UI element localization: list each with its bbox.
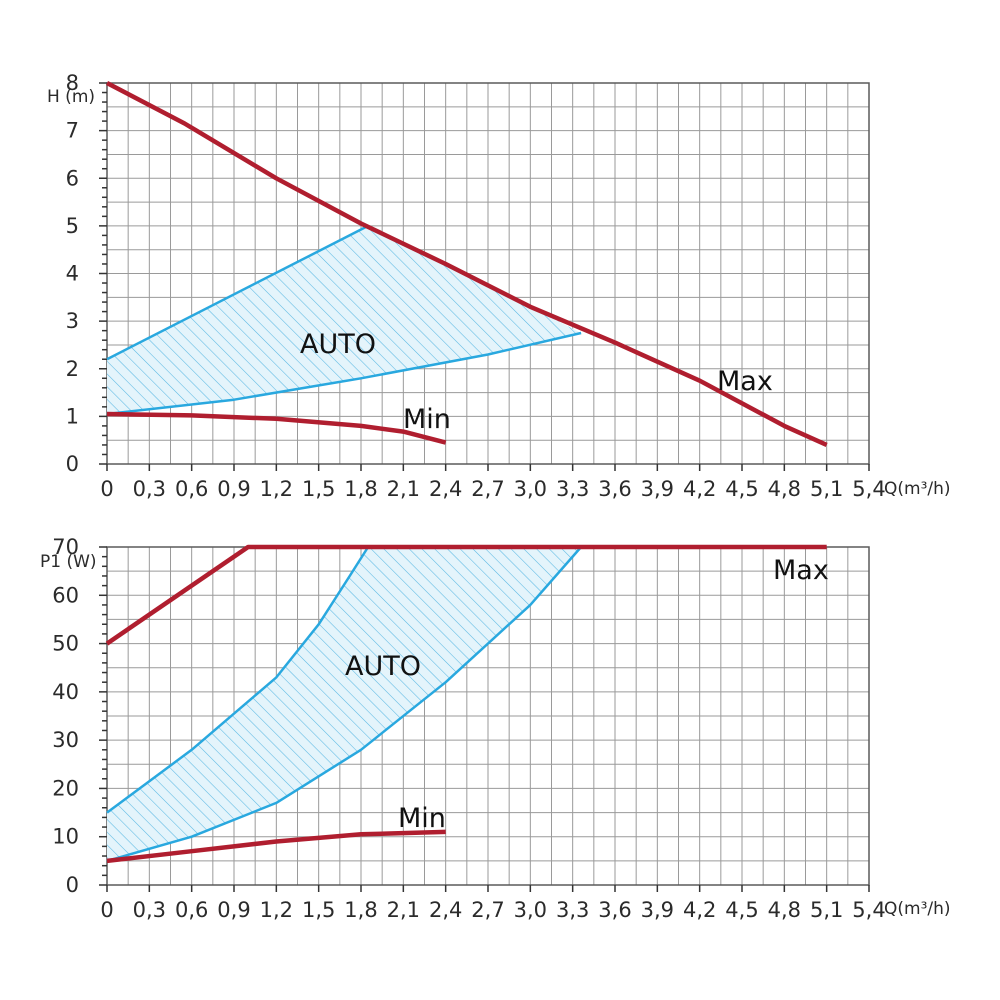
y-tick-label: 0	[66, 873, 79, 897]
grid	[106, 82, 870, 465]
y-tick-label: 1	[66, 404, 79, 428]
max-label: Max	[717, 366, 773, 397]
x-tick-label: 3,9	[641, 477, 674, 501]
x-tick-label: 5,1	[810, 898, 843, 922]
y-tick-label: 0	[66, 452, 79, 476]
x-tick-label: 4,5	[725, 477, 758, 501]
x-tick-label: 1,2	[260, 477, 293, 501]
x-tick-label: 3,0	[514, 898, 547, 922]
x-axis-label: Q(m³/h)	[884, 899, 951, 919]
y-tick-label: 4	[66, 262, 79, 286]
max-curve	[105, 81, 828, 447]
x-tick-label: 0,9	[217, 477, 250, 501]
x-tick-label: 5,1	[810, 477, 843, 501]
x-tick-label: 1,5	[302, 477, 335, 501]
y-tick-label: 60	[52, 583, 79, 607]
x-tick-label: 3,6	[598, 477, 631, 501]
x-tick-label: 2,7	[471, 898, 504, 922]
x-tick-label: 3,3	[556, 477, 589, 501]
y-tick-label: 20	[52, 776, 79, 800]
y-axis-label: P1 (W)	[40, 552, 97, 572]
y-tick-label: 7	[66, 119, 79, 143]
auto-lower-curve	[106, 331, 582, 416]
x-tick-label: 4,5	[725, 898, 758, 922]
x-axis-label: Q(m³/h)	[884, 479, 951, 499]
x-tick-label: 1,8	[344, 898, 377, 922]
grid	[106, 546, 870, 886]
x-tick-label: 1,5	[302, 898, 335, 922]
y-tick-label: 50	[52, 632, 79, 656]
y-tick-label: 70	[52, 535, 79, 559]
x-tick-label: 3,6	[598, 898, 631, 922]
y-axis-label: H (m)	[47, 87, 95, 107]
auto-lower-curve	[106, 546, 583, 863]
x-tick-label: 2,1	[387, 477, 420, 501]
x-tick-label: 0,3	[133, 477, 166, 501]
max-curve	[105, 544, 827, 646]
x-tick-label: 4,2	[683, 477, 716, 501]
x-tick-label: 3,9	[641, 898, 674, 922]
x-tick-label: 4,8	[768, 898, 801, 922]
x-tick-label: 5,4	[852, 477, 885, 501]
y-tick-label: 30	[52, 728, 79, 752]
x-tick-label: 1,8	[344, 477, 377, 501]
auto-range-area	[107, 547, 582, 861]
auto-upper-curve	[106, 546, 370, 814]
y-tick-label: 3	[66, 309, 79, 333]
x-tick-label: 3,0	[514, 477, 547, 501]
x-tick-label: 0	[100, 477, 113, 501]
x-tick-label: 0,3	[133, 898, 166, 922]
x-tick-label: 4,8	[768, 477, 801, 501]
x-tick-label: 0,6	[175, 898, 208, 922]
y-tick-label: 8	[66, 71, 79, 95]
min-label: Min	[403, 404, 451, 435]
power-flow-chart: 0 10 20 30 40 50 60 70 0 0,3 0,6 0,9 1,2 1,5 1,8 2,1 2,4…	[40, 535, 951, 922]
auto-upper-curve	[106, 224, 369, 361]
x-tick-label: 2,4	[429, 898, 462, 922]
x-tick-label: 0	[100, 898, 113, 922]
min-label: Min	[398, 803, 446, 834]
x-tick-label: 0,9	[217, 898, 250, 922]
auto-label: AUTO	[300, 329, 376, 360]
x-tick-label: 3,3	[556, 898, 589, 922]
auto-label: AUTO	[345, 651, 421, 682]
x-tick-label: 2,1	[387, 898, 420, 922]
x-tick-label: 4,2	[683, 898, 716, 922]
auto-range-area	[107, 225, 582, 414]
y-tick-label: 10	[52, 825, 79, 849]
x-tick-label: 2,7	[471, 477, 504, 501]
x-tick-label: 2,4	[429, 477, 462, 501]
x-tick-label: 1,2	[260, 898, 293, 922]
y-tick-label: 40	[52, 680, 79, 704]
min-curve	[106, 829, 446, 864]
head-flow-chart: 0 1 2 3 4 5 6 7 8 0 0,3 0,6 0,9 1,2 1,5 1,8 2,1 2,4 2,7 3,0…	[47, 71, 951, 501]
y-tick-label: 5	[66, 214, 79, 238]
y-tick-label: 6	[66, 166, 79, 190]
max-label: Max	[773, 555, 829, 586]
x-tick-label: 5,4	[852, 898, 885, 922]
x-tick-label: 0,6	[175, 477, 208, 501]
y-tick-label: 2	[66, 357, 79, 381]
min-curve	[106, 411, 447, 445]
